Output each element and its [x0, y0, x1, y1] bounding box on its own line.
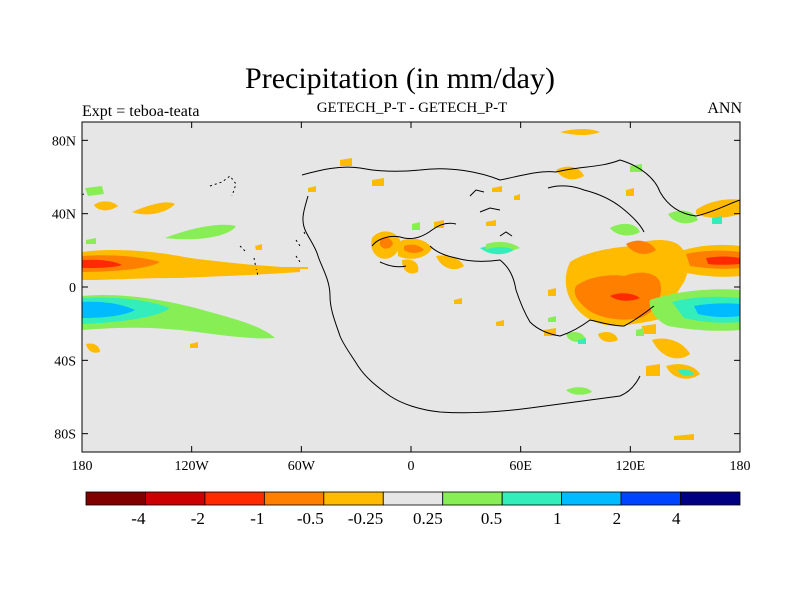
colorbar-swatch [85, 491, 146, 506]
colorbar: -4 -2 -1 -0.5 -0.25 0.25 0.5 1 2 4 [85, 491, 741, 528]
colorbar-swatch [382, 491, 444, 506]
band-west-neg-core [82, 255, 160, 272]
blob-tethys-13 [496, 320, 504, 326]
blob-n8 [372, 178, 384, 186]
blob-tethys-11 [514, 194, 520, 200]
blob-tethys-10 [492, 186, 502, 192]
blob-asia-6 [712, 216, 722, 224]
band-west-pos-core [82, 301, 135, 318]
blob-asia-3 [626, 188, 634, 196]
lon-tick-label: 60W [288, 459, 316, 474]
blob-west-s2 [190, 342, 198, 348]
blob-n4 [165, 224, 236, 240]
colorbar-label: -0.5 [297, 509, 324, 528]
lat-tick-label: 80S [54, 428, 76, 443]
colorbar-swatch [204, 491, 265, 506]
colorbar-swatch [442, 491, 503, 506]
lon-tick-label: 0 [408, 459, 415, 474]
longitude-axis: 180 120W 60W 0 60E 120E 180 [72, 122, 751, 474]
blob-n1 [85, 186, 104, 196]
blob-tropic-s5 [548, 316, 556, 322]
colorbar-swatch [680, 491, 741, 506]
blob-tethys-3 [402, 259, 419, 274]
blob-n7 [340, 158, 352, 166]
lat-tick-label: 40N [52, 208, 76, 223]
colorbar-swatch [145, 491, 206, 506]
lon-tick-label: 180 [72, 459, 93, 474]
experiment-label: Expt = teboa-teata [82, 103, 200, 120]
colorbar-swatch [263, 491, 325, 506]
colorbar-label: -0.25 [348, 509, 383, 528]
blob-east-s3 [652, 338, 690, 359]
contour-fills [82, 129, 740, 440]
lon-tick-label: 180 [730, 459, 751, 474]
lat-tick-label: 0 [69, 281, 76, 296]
colorbar-label: -2 [191, 509, 205, 528]
lon-tick-label: 60E [509, 459, 532, 474]
blob-tropic-s6 [548, 288, 556, 296]
blob-west-s1 [86, 343, 100, 353]
colorbar-label: 0.5 [481, 509, 502, 528]
blob-east-s2 [636, 328, 644, 336]
blob-tethys-9 [486, 220, 496, 226]
blob-west-e1 [86, 238, 96, 244]
blob-tropic-s2 [578, 338, 586, 344]
colorbar-swatch [620, 491, 681, 506]
colorbar-label: -1 [250, 509, 264, 528]
band-west-neg-inner [82, 259, 122, 268]
blob-south-1 [566, 387, 592, 395]
lat-tick-label: 80N [52, 134, 76, 149]
blob-n2 [94, 201, 118, 211]
blob-asia-4 [668, 210, 698, 224]
season-label: ANN [707, 100, 742, 117]
colorbar-label: -4 [131, 509, 146, 528]
plot-title: Precipitation (in mm/day) [245, 62, 555, 95]
coast-main [301, 159, 740, 414]
band-east-pos-core [694, 303, 740, 318]
blob-east-s6 [678, 369, 694, 377]
colorbar-swatch [323, 491, 384, 506]
colorbar-label: 1 [553, 509, 562, 528]
colorbar-label: 0.25 [413, 509, 443, 528]
blob-tethys-2b [404, 244, 424, 253]
lon-tick-label: 120E [616, 459, 646, 474]
blob-tethys-6 [412, 222, 420, 230]
blob-asia-1 [556, 166, 584, 180]
blob-tropic-s3 [598, 332, 618, 342]
blob-east-s4 [646, 364, 660, 376]
blob-tropic-mid2 [626, 240, 656, 254]
band-east-neg-inner [706, 256, 740, 265]
blob-asia-2 [630, 164, 642, 172]
blob-asia-7 [610, 223, 640, 236]
dataset-label: GETECH_P-T - GETECH_P-T [316, 100, 508, 116]
lat-tick-label: 40S [54, 354, 76, 369]
blob-tethys-12 [454, 298, 462, 304]
colorbar-label: 2 [613, 509, 622, 528]
blob-n3 [132, 202, 175, 215]
colorbar-swatch [561, 491, 622, 506]
latitude-axis: 80N 40N 0 40S 80S [52, 134, 740, 443]
blob-arctic [560, 129, 600, 135]
blob-tethys-4 [436, 255, 464, 270]
blob-tethys-5 [434, 220, 444, 228]
lon-tick-label: 120W [175, 459, 210, 474]
blob-tethys-8 [486, 241, 520, 250]
blob-east-s1 [642, 324, 656, 334]
blob-tethys-1b [380, 237, 393, 249]
colorbar-label: 4 [672, 509, 681, 528]
blob-east-s7 [674, 434, 694, 440]
blob-tropic-core [610, 293, 640, 301]
blob-n5 [255, 244, 262, 250]
blob-n6 [308, 186, 316, 192]
colorbar-swatch [501, 491, 563, 506]
